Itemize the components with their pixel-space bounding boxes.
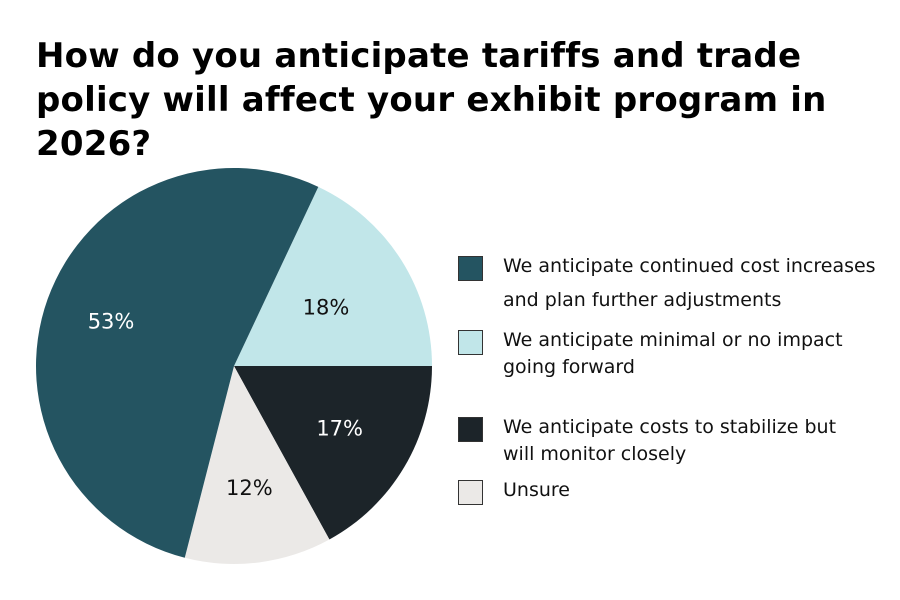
chart-title: How do you anticipate tariffs and trade … [36, 36, 827, 164]
legend-swatch [458, 417, 483, 442]
slice-label: 12% [226, 476, 273, 500]
pie-slice [36, 168, 319, 558]
legend-swatch [458, 256, 483, 281]
legend-item-stabilize: We anticipate costs to stabilize but wil… [458, 414, 843, 468]
pie-slice [234, 186, 432, 366]
legend-label: We anticipate costs to stabilize but wil… [503, 416, 837, 465]
pie-slice [234, 366, 432, 540]
legend-item-minimal-impact: We anticipate minimal or no impact going… [458, 327, 863, 381]
slice-label: 18% [303, 296, 350, 320]
legend-item-cost-increases: We anticipate continued cost increases a… [458, 253, 883, 317]
pie-slice [184, 366, 330, 565]
slice-label: 53% [88, 310, 135, 334]
slice-label: 17% [316, 416, 363, 440]
legend-label: We anticipate minimal or no impact going… [503, 329, 843, 378]
legend-swatch [458, 330, 483, 355]
legend-label: Unsure [503, 479, 570, 501]
legend-swatch [458, 480, 483, 505]
legend-item-unsure: Unsure [458, 477, 883, 505]
legend-label: We anticipate continued cost increases a… [503, 255, 876, 311]
